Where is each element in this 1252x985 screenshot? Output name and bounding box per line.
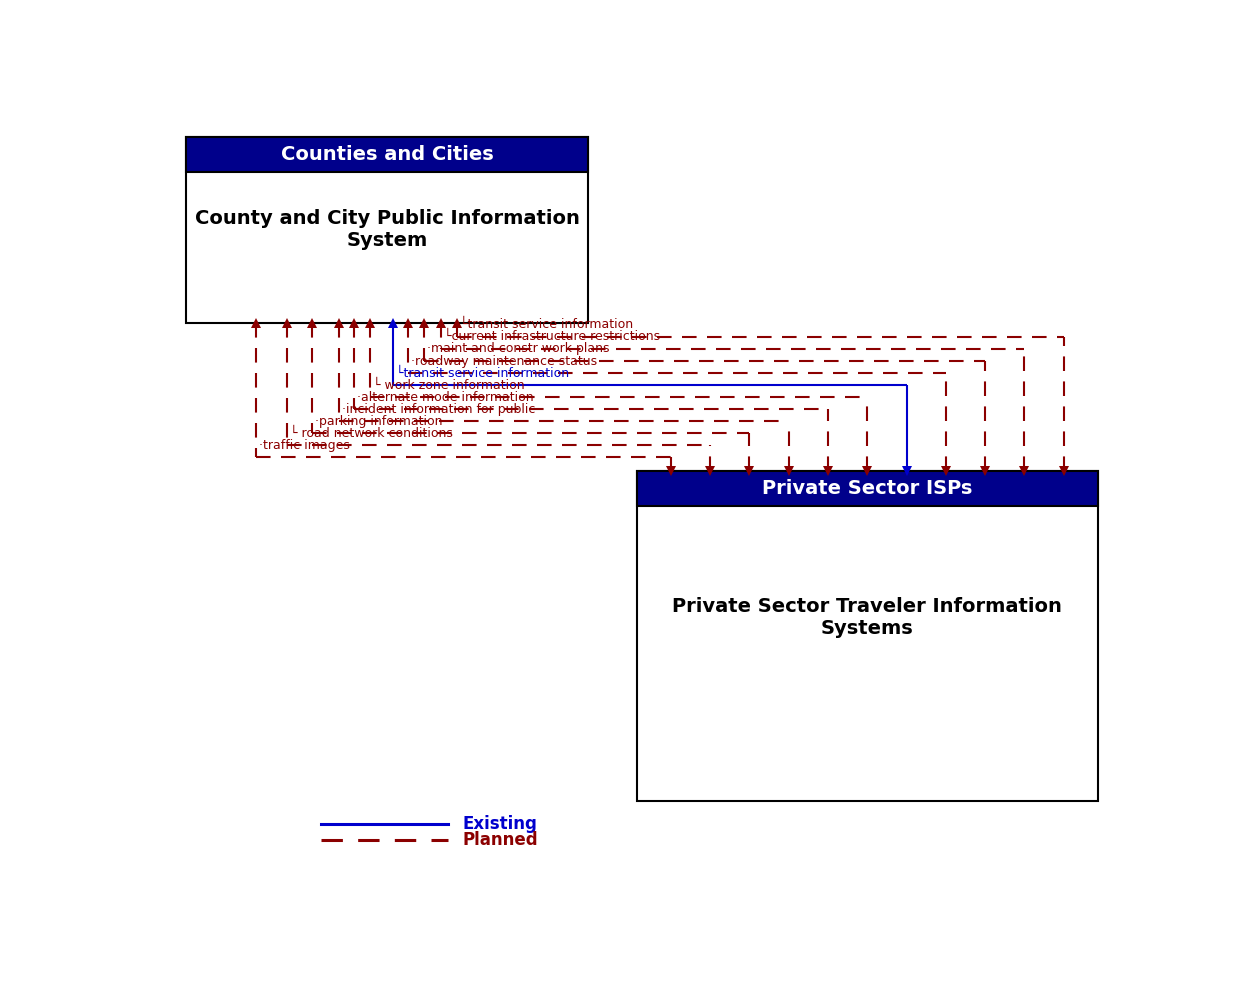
Bar <box>637 471 1098 505</box>
Text: Existing: Existing <box>462 815 537 832</box>
Text: County and City Public Information
System: County and City Public Information Syste… <box>194 209 580 250</box>
Text: ·traffic images: ·traffic images <box>259 439 351 452</box>
Text: ·roadway maintenance status: ·roadway maintenance status <box>411 355 597 367</box>
Bar <box>637 471 1098 801</box>
Text: ·maint and constr work plans: ·maint and constr work plans <box>427 343 610 356</box>
Text: └ work zone information: └ work zone information <box>373 378 525 392</box>
Text: ·alternate mode information: ·alternate mode information <box>357 391 533 404</box>
Text: ·parking information: ·parking information <box>314 415 442 427</box>
Text: Planned: Planned <box>462 831 538 849</box>
Text: Private Sector Traveler Information
Systems: Private Sector Traveler Information Syst… <box>672 597 1062 638</box>
Text: ·incident information for public: ·incident information for public <box>342 403 535 416</box>
Text: Counties and Cities: Counties and Cities <box>280 145 493 164</box>
Text: └transit service information: └transit service information <box>461 318 634 331</box>
Text: └transit service information: └transit service information <box>396 366 570 379</box>
Text: Private Sector ISPs: Private Sector ISPs <box>762 479 973 497</box>
Bar <box>185 137 588 323</box>
Text: └current infrastructure restrictions: └current infrastructure restrictions <box>443 330 660 344</box>
Text: └ road network conditions: └ road network conditions <box>290 427 453 440</box>
Bar <box>185 137 588 172</box>
